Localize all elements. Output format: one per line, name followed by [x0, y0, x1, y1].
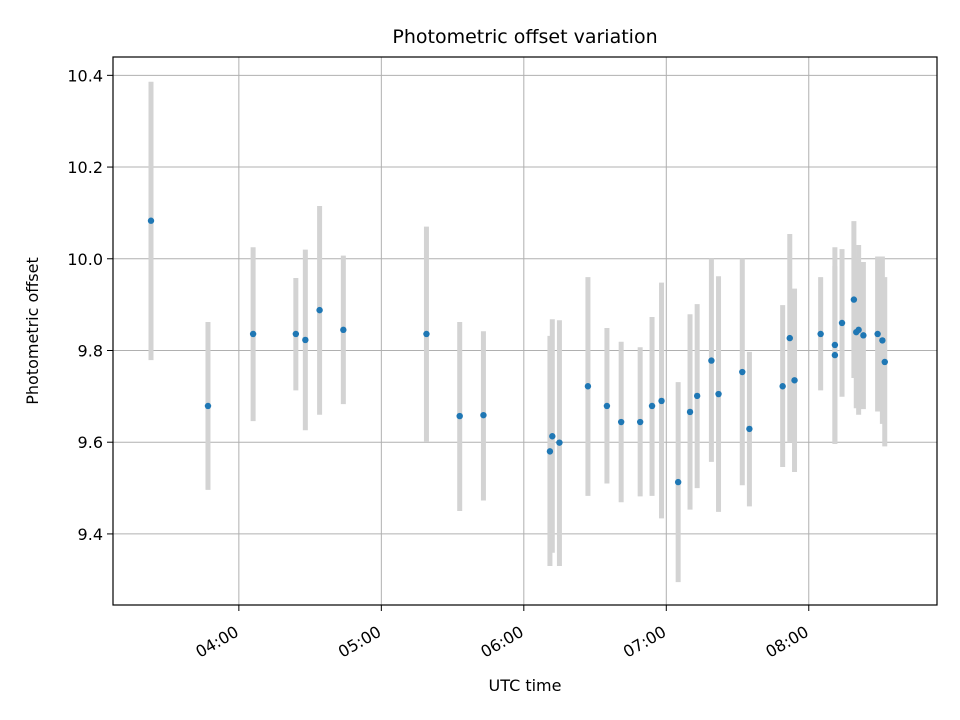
data-point: [584, 383, 592, 390]
data-point: [636, 418, 644, 426]
data-point: [831, 341, 839, 349]
data-point: [860, 332, 867, 339]
data-point: [715, 390, 722, 398]
data-point: [316, 306, 323, 314]
plot-frame: [112, 56, 938, 606]
data-point: [708, 357, 715, 364]
data-point: [874, 330, 881, 338]
y-tick-label: 9.6: [78, 433, 103, 452]
data-point: [881, 358, 888, 366]
data-point: [249, 330, 257, 338]
data-point: [603, 402, 611, 410]
data-point: [204, 402, 212, 410]
grid: [113, 57, 937, 605]
data-point: [791, 377, 798, 384]
data-point: [546, 448, 554, 455]
data-point: [147, 217, 155, 224]
chart-title: Photometric offset variation: [392, 26, 657, 48]
data-point: [831, 351, 839, 359]
data-point: [686, 408, 694, 416]
y-axis-ticks: 9.4 9.6 9.8 10.0 10.2 10.4: [67, 66, 113, 544]
data-point: [617, 418, 625, 426]
y-tick-label: 10.4: [67, 66, 103, 85]
data-point: [549, 433, 556, 440]
x-axis-label: UTC time: [489, 676, 562, 695]
y-tick-label: 10.2: [67, 158, 103, 177]
y-tick-label: 9.4: [78, 525, 103, 544]
data-point: [302, 336, 309, 344]
data-points: [147, 217, 888, 486]
y-axis-label: Photometric offset: [23, 257, 42, 405]
y-tick-label: 10.0: [67, 250, 103, 269]
data-point: [456, 412, 463, 420]
data-point: [658, 397, 665, 405]
data-point: [779, 383, 786, 390]
data-point: [855, 326, 862, 334]
data-point: [556, 439, 563, 446]
data-point: [850, 296, 858, 303]
data-point: [739, 368, 746, 376]
data-point: [423, 330, 430, 338]
data-point: [292, 330, 300, 338]
data-point: [786, 334, 793, 342]
data-point: [838, 319, 846, 327]
data-point: [817, 330, 824, 338]
data-point: [674, 478, 682, 486]
data-point: [480, 411, 487, 419]
data-point: [746, 425, 753, 433]
data-point: [693, 392, 701, 400]
y-tick-label: 9.8: [78, 341, 103, 360]
data-point: [340, 326, 347, 334]
data-point: [879, 337, 886, 344]
data-point: [648, 402, 656, 410]
